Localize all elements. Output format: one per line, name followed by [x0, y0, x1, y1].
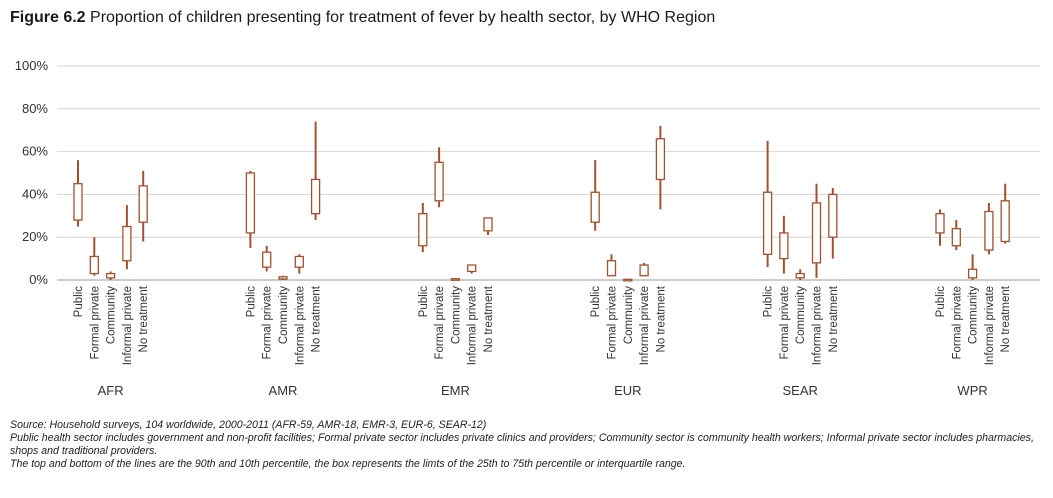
sector-label: Public — [763, 286, 775, 318]
sector-label: Informal private — [984, 286, 996, 365]
sector-label: Public — [935, 286, 947, 318]
iqr-box — [762, 191, 773, 255]
sector-label: Community — [795, 286, 807, 344]
sector-label: Informal private — [122, 286, 134, 365]
iqr-box — [967, 268, 978, 279]
iqr-box — [467, 264, 477, 273]
sector-label: No treatment — [483, 285, 495, 352]
chart: 0% 20% 40% 60% 80% 100% Public Formal private Co… — [15, 58, 1040, 398]
iqr-box — [278, 276, 288, 280]
iqr-box — [483, 217, 493, 232]
iqr-box — [811, 202, 822, 264]
iqr-box — [105, 272, 116, 279]
sector-label: Public — [590, 286, 602, 318]
y-tick-label: 60% — [22, 144, 48, 159]
region-label: SEAR — [782, 383, 817, 398]
iqr-box — [73, 183, 83, 221]
iqr-box — [450, 278, 461, 281]
y-tick-label: 0% — [29, 272, 48, 287]
iqr-box — [639, 264, 649, 277]
sector-label: Formal private — [779, 286, 791, 360]
iqr-box — [122, 225, 132, 262]
iqr-box — [245, 172, 256, 234]
iqr-box — [310, 178, 321, 215]
sector-label: Informal private — [294, 286, 306, 365]
figure-title-text: Proportion of children presenting for tr… — [90, 9, 716, 26]
iqr-box — [294, 255, 304, 268]
sector-label: No treatment — [138, 285, 150, 352]
region-label: EUR — [614, 383, 641, 398]
sector-label: Informal private — [639, 286, 651, 365]
iqr-box — [623, 278, 633, 282]
source-label: Source: — [10, 419, 47, 431]
y-tick-label: 40% — [22, 186, 48, 201]
sector-label: Informal private — [467, 286, 479, 365]
iqr-box — [935, 213, 945, 234]
sector-label: Community — [450, 286, 462, 344]
sector-definitions: Public health sector includes government… — [10, 432, 1034, 457]
sector-label: Community — [106, 286, 118, 344]
iqr-box — [828, 193, 838, 238]
sector-label: Formal private — [607, 286, 619, 360]
region-label: AFR — [98, 383, 124, 398]
iqr-box — [984, 210, 994, 251]
sector-label: Public — [418, 286, 430, 318]
iqr-box — [262, 251, 272, 268]
iqr-box — [779, 232, 789, 260]
iqr-box — [606, 260, 617, 277]
iqr-box — [1000, 200, 1010, 243]
sector-label: Community — [278, 286, 290, 344]
sector-label: Formal private — [951, 286, 963, 360]
sector-label: No treatment — [311, 285, 323, 352]
figure-title: Figure 6.2 Proportion of children presen… — [10, 9, 715, 27]
region-label: EMR — [441, 383, 470, 398]
sector-label: Community — [623, 286, 635, 344]
source-text: Household surveys, 104 worldwide, 2000-2… — [46, 419, 487, 431]
sector-label: Community — [968, 286, 980, 344]
sector-label: Formal private — [89, 286, 101, 360]
y-tick-label: 100% — [15, 58, 49, 73]
y-tick-label: 80% — [22, 101, 48, 116]
sector-label: Public — [73, 286, 85, 318]
iqr-box — [418, 213, 428, 247]
sector-label: No treatment — [1000, 285, 1012, 352]
iqr-box — [795, 272, 805, 279]
sector-label: Formal private — [434, 286, 446, 360]
sector-label: No treatment — [655, 285, 667, 352]
percentile-note: The top and bottom of the lines are the … — [10, 458, 686, 470]
iqr-box — [951, 227, 961, 247]
iqr-box — [590, 191, 600, 223]
y-tick-label: 20% — [22, 229, 48, 244]
sector-label: Public — [245, 286, 257, 318]
iqr-box — [89, 255, 99, 275]
figure-number: Figure 6.2 — [10, 9, 86, 26]
sector-label: No treatment — [828, 285, 840, 352]
iqr-box — [138, 185, 148, 223]
sector-label: Informal private — [812, 286, 824, 365]
region-label: WPR — [957, 383, 987, 398]
sector-label: Formal private — [262, 286, 274, 360]
source-line: Source: Household surveys, 104 worldwide… — [10, 419, 1045, 432]
footnotes: Source: Household surveys, 104 worldwide… — [10, 419, 1045, 471]
iqr-box — [434, 161, 444, 202]
iqr-box — [655, 138, 666, 181]
region-label: AMR — [269, 383, 298, 398]
